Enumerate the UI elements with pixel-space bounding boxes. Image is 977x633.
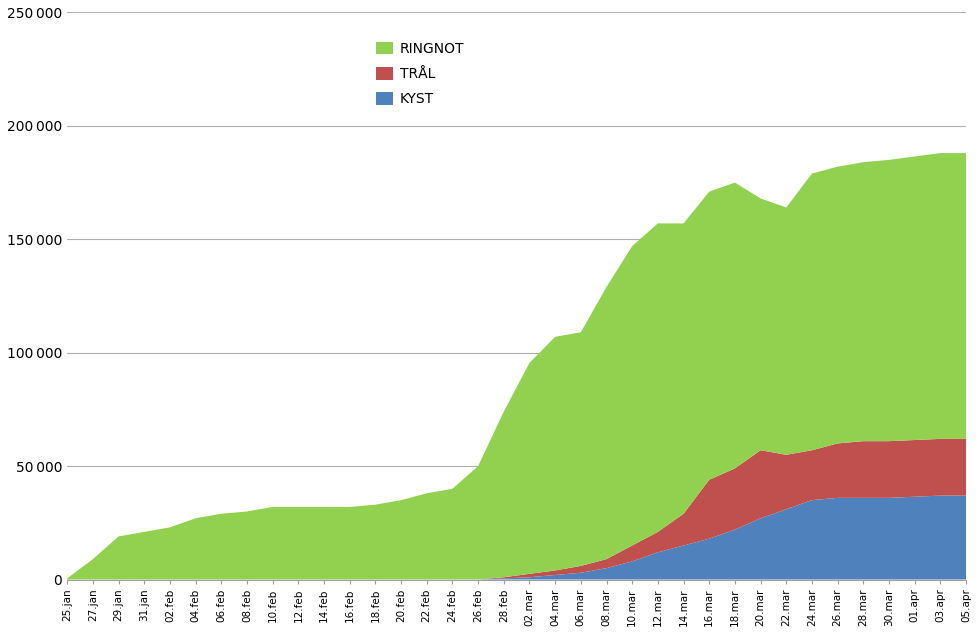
- Legend: RINGNOT, TRÅL, KYST: RINGNOT, TRÅL, KYST: [370, 37, 470, 112]
